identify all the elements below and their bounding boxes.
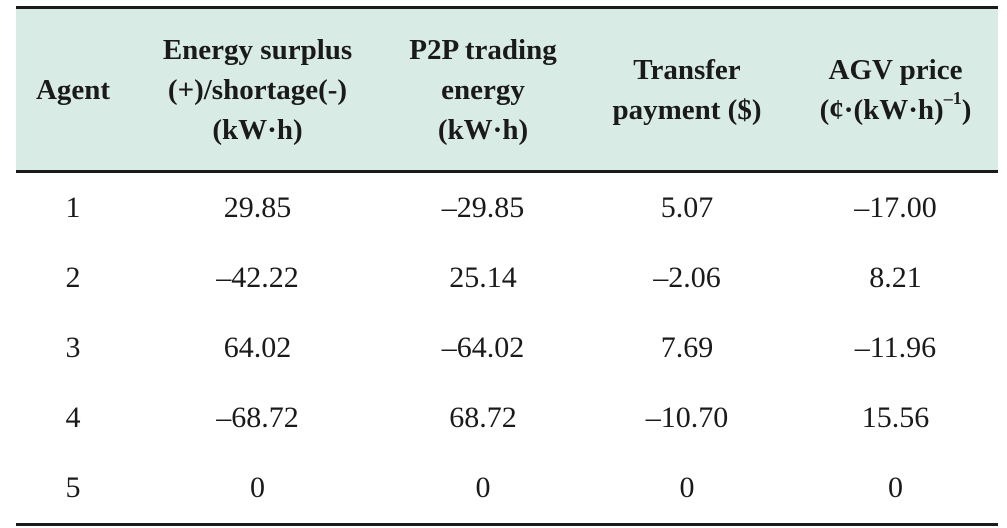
cell-energy-surplus: 0 <box>130 453 385 526</box>
cell-transfer-payment: 0 <box>581 453 793 526</box>
cell-agv-price: 0 <box>793 453 998 526</box>
cell-p2p-energy: 68.72 <box>449 401 517 434</box>
cell-agent: 5 <box>16 453 130 526</box>
table-body: 1 29.85 –29.85 5.07 –17.00 2 –42.22 25.1… <box>16 172 998 526</box>
cell-p2p-energy: 0 <box>385 453 581 526</box>
cell-transfer-payment: –2.06 <box>653 261 721 294</box>
table-header: Agent Energy surplus (+)/shortage(-) (kW… <box>16 6 998 173</box>
header-energy-surplus: Energy surplus (+)/shortage(-) (kW·h) <box>130 6 385 173</box>
cell-transfer-payment: –10.70 <box>645 401 729 434</box>
table-row: 4 –68.72 68.72 –10.70 15.56 <box>16 383 998 453</box>
cell-agv-price: 8.21 <box>869 261 922 294</box>
header-transfer-payment: Transfer payment ($) <box>581 6 793 173</box>
table-row: 1 29.85 –29.85 5.07 –17.00 <box>16 172 998 244</box>
cell-agv-price: –11.96 <box>854 331 937 364</box>
cell-agv-price: 15.56 <box>861 401 930 434</box>
cell-energy-surplus: 29.85 <box>223 191 292 224</box>
cell-transfer-payment: 7.69 <box>660 331 714 364</box>
cell-agent: 3 <box>65 331 81 364</box>
header-p2p-trading-energy: P2P trading energy (kW·h) <box>385 6 581 173</box>
agent-trading-table: Agent Energy surplus (+)/shortage(-) (kW… <box>16 6 998 526</box>
table-row: 2 –42.22 25.14 –2.06 8.21 <box>16 243 998 313</box>
data-table-container: Agent Energy surplus (+)/shortage(-) (kW… <box>16 6 998 526</box>
cell-agent: 4 <box>65 401 81 434</box>
cell-p2p-energy: –29.85 <box>441 191 525 224</box>
cell-agent: 1 <box>65 191 81 224</box>
cell-energy-surplus: –68.72 <box>216 401 299 434</box>
header-agv-price: AGV price (¢·(kW·h)–1) <box>793 6 998 173</box>
table-row: 5 0 0 0 0 <box>16 453 998 526</box>
cell-energy-surplus: 64.02 <box>223 331 292 364</box>
cell-agv-price: –17.00 <box>854 191 937 224</box>
cell-energy-surplus: –42.22 <box>216 261 299 294</box>
table-row: 3 64.02 –64.02 7.69 –11.96 <box>16 313 998 383</box>
cell-agent: 2 <box>65 261 81 294</box>
header-agent: Agent <box>16 6 130 173</box>
header-row: Agent Energy surplus (+)/shortage(-) (kW… <box>16 6 998 173</box>
cell-p2p-energy: 25.14 <box>449 261 517 294</box>
cell-transfer-payment: 5.07 <box>660 191 714 224</box>
cell-p2p-energy: –64.02 <box>441 331 525 364</box>
